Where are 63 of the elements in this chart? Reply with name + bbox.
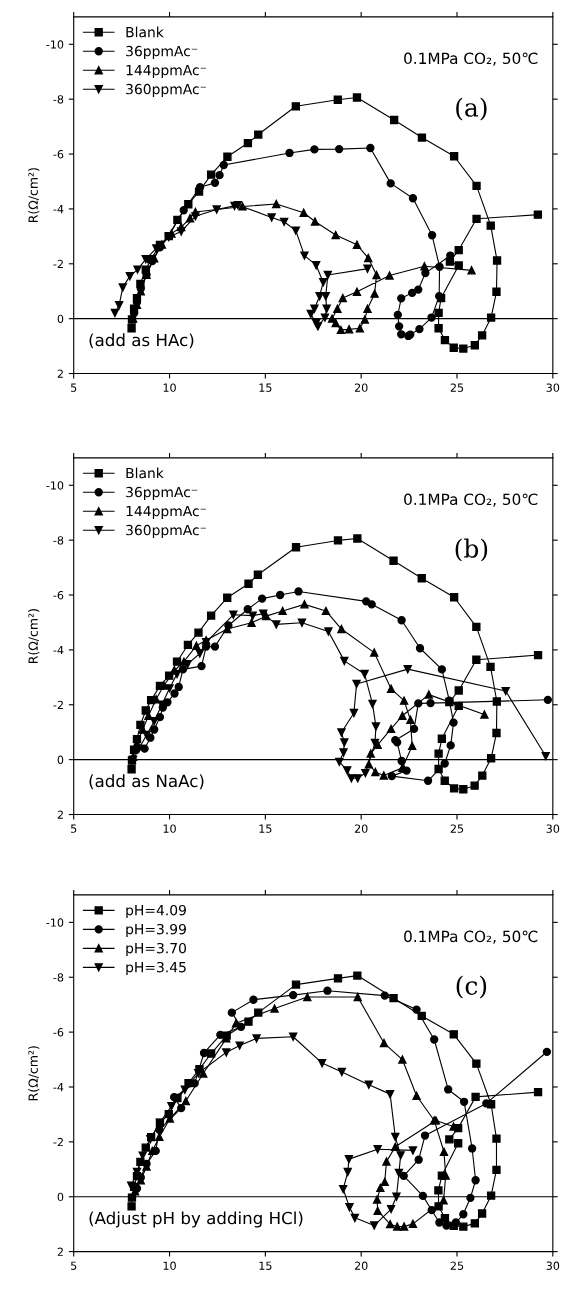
- legend-label: pH=3.99: [126, 923, 186, 938]
- y-tick-label: -6: [53, 150, 64, 159]
- x-tick-label: 15: [259, 1261, 272, 1270]
- y-tick-label: -6: [53, 1028, 64, 1037]
- x-tick-label: 25: [450, 383, 464, 392]
- legend-label: pH=3.70: [126, 942, 186, 957]
- x-tick-label: 25: [450, 1261, 464, 1270]
- annotation: 0.1MPa CO₂, 50℃: [404, 493, 538, 507]
- y-tick-label: 2: [57, 1247, 63, 1256]
- annotation: (b): [455, 538, 488, 562]
- x-tick-label: 5: [71, 824, 77, 833]
- annotation: 0.1MPa CO₂, 50℃: [404, 52, 538, 66]
- legend-label: pH=4.09: [126, 904, 186, 919]
- y-tick-label: -8: [53, 95, 64, 104]
- annotation: (Adjust pH by adding HCl): [89, 1211, 303, 1228]
- y-axis-title: R(Ω/cm²): [28, 609, 40, 664]
- x-tick-label: 15: [259, 824, 272, 833]
- annotation: 0.1MPa CO₂, 50℃: [404, 930, 538, 944]
- y-tick-label: -4: [53, 646, 64, 655]
- x-tick-label: 15: [259, 383, 272, 392]
- y-tick-label: 0: [57, 1192, 64, 1202]
- y-tick-label: -2: [53, 1137, 63, 1147]
- legend-label: 360ppmAc⁻: [126, 524, 207, 538]
- legend-label: 360ppmAc⁻: [126, 83, 207, 98]
- y-tick-label: -10: [46, 481, 64, 490]
- y-tick-label: 2: [57, 810, 63, 819]
- y-tick-label: -8: [53, 973, 64, 982]
- legend-label: Blank: [126, 26, 164, 38]
- annotation: (c): [456, 975, 487, 999]
- x-tick-label: 5: [71, 1261, 77, 1270]
- y-tick-label: 0: [57, 755, 64, 765]
- y-tick-label: -10: [46, 918, 64, 927]
- x-tick-label: 10: [163, 1261, 176, 1270]
- y-tick-label: -8: [53, 536, 64, 545]
- y-axis-title: R(Ω/cm²): [28, 1046, 40, 1101]
- annotation: (add as HAc): [89, 333, 194, 349]
- x-tick-label: 30: [546, 383, 560, 392]
- x-tick-label: 25: [450, 824, 464, 833]
- x-tick-label: 20: [354, 824, 368, 833]
- y-tick-label: -2: [53, 700, 63, 709]
- legend-label: 144ppmAc⁻: [126, 505, 207, 519]
- legend-label: Blank: [126, 467, 164, 479]
- annotation: (add as NaAc): [89, 774, 204, 790]
- x-tick-label: 20: [354, 1261, 368, 1270]
- x-tick-label: 10: [163, 824, 176, 833]
- y-tick-label: -2: [53, 259, 63, 269]
- x-tick-label: 10: [163, 383, 176, 392]
- annotation: (a): [456, 97, 487, 121]
- y-tick-label: -4: [53, 205, 64, 214]
- y-tick-label: 2: [57, 369, 63, 378]
- x-tick-label: 5: [71, 383, 77, 392]
- x-tick-label: 30: [546, 824, 560, 833]
- y-axis-title: R(Ω/cm²): [28, 168, 40, 223]
- legend-label: 36ppmAc⁻: [126, 486, 198, 500]
- y-tick-label: 0: [57, 314, 64, 324]
- y-tick-label: -10: [46, 40, 64, 49]
- legend-label: pH=3.45: [126, 961, 186, 976]
- x-tick-label: 20: [354, 383, 368, 392]
- y-tick-label: -6: [53, 591, 64, 600]
- x-tick-label: 30: [546, 1261, 560, 1270]
- y-tick-label: -4: [53, 1083, 64, 1092]
- legend-label: 144ppmAc⁻: [126, 65, 207, 79]
- legend-label: 36ppmAc⁻: [126, 45, 198, 60]
